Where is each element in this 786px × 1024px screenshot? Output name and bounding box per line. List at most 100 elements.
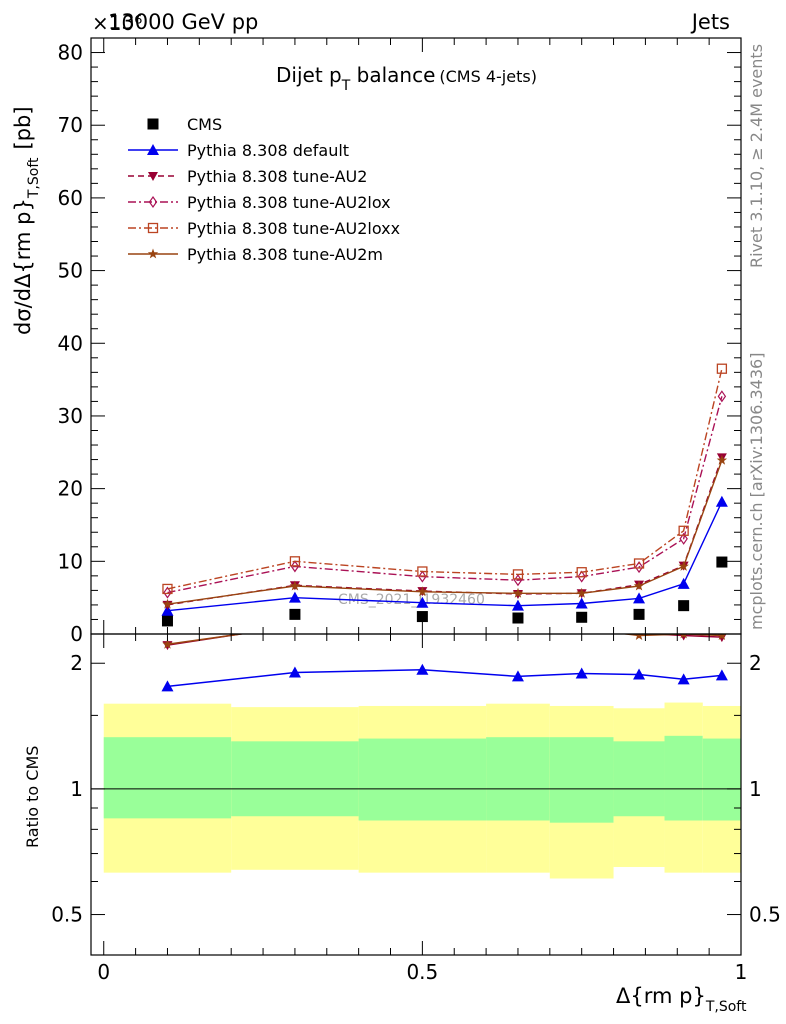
data-point	[677, 577, 690, 589]
series-line	[167, 368, 723, 590]
legend-marker	[147, 222, 159, 234]
data-point	[679, 532, 688, 545]
data-point	[418, 570, 427, 583]
ratio-point	[677, 673, 690, 685]
ratio-point	[511, 670, 524, 682]
legend: CMS Pythia 8.308 default Pythia 8.308 tune…	[128, 115, 400, 264]
ratio-point	[680, 634, 687, 639]
series-line	[167, 460, 723, 605]
ratio-frame	[90, 633, 742, 956]
data-point	[576, 611, 588, 623]
data-point	[289, 608, 301, 620]
data-point	[161, 604, 174, 616]
legend-label: Pythia 8.308 tune-AU2	[187, 167, 367, 186]
legend-label: Pythia 8.308 tune-AU2m	[187, 245, 383, 264]
data-point	[717, 390, 727, 403]
legend-marker	[148, 172, 158, 181]
data-point	[290, 560, 300, 573]
legend-item: Pythia 8.308 tune-AU2	[128, 167, 367, 186]
main-plot	[161, 363, 728, 627]
green-band-bin	[358, 738, 487, 821]
legend-item: CMS	[147, 115, 222, 134]
data-point	[416, 596, 429, 608]
y-tick-label: 20	[58, 477, 83, 501]
data-point	[162, 598, 173, 609]
series-line	[167, 396, 723, 594]
ratio-point	[161, 680, 174, 692]
legend-label: Pythia 8.308 tune-AU2loxx	[187, 219, 400, 238]
ratio-point	[416, 663, 429, 675]
ratio-point	[716, 634, 727, 640]
exponent-label: ×10⁶	[92, 11, 142, 35]
ratio-point	[288, 666, 301, 678]
data-point	[678, 560, 689, 571]
series-0	[161, 556, 728, 627]
ratio-point	[575, 667, 588, 679]
ratio-plot	[161, 634, 728, 692]
ratio-point	[162, 638, 173, 649]
data-point	[634, 561, 644, 574]
legend-marker	[147, 248, 159, 259]
data-point	[512, 569, 524, 580]
legend-label: Pythia 8.308 default	[187, 141, 349, 160]
green-band-bin	[486, 737, 550, 821]
data-point	[576, 567, 587, 578]
data-point	[512, 587, 524, 598]
x-tick-label: 1	[735, 960, 748, 984]
legend-marker	[147, 144, 159, 155]
data-point	[577, 570, 586, 583]
data-point	[633, 608, 645, 620]
data-point	[417, 566, 428, 577]
green-band-bin	[103, 737, 232, 819]
ratio-point	[715, 669, 728, 681]
y-tick-label: 80	[58, 41, 83, 65]
green-band-bin	[549, 737, 614, 823]
series-line	[167, 501, 723, 612]
y-tick-label: 60	[58, 186, 83, 210]
series-3	[163, 390, 727, 599]
legend-marker	[148, 195, 158, 209]
rivet-label: Rivet 3.1.10, ≥ 2.4M events	[747, 44, 766, 268]
process-label: Jets	[690, 10, 730, 34]
series-2	[162, 453, 727, 610]
y-tick-label: 70	[58, 113, 83, 137]
series-1	[161, 495, 728, 616]
legend-item: Pythia 8.308 default	[128, 141, 349, 160]
legend-item: Pythia 8.308 tune-AU2m	[128, 245, 383, 264]
y-tick-label: 50	[58, 259, 83, 283]
legend-marker	[147, 118, 159, 130]
ratio-series-0	[161, 663, 728, 692]
ratio-point	[634, 634, 645, 640]
ratio-y-tick-label-right: 1	[749, 777, 762, 801]
x-tick-label: 0.5	[406, 960, 438, 984]
y-tick-label: 40	[58, 331, 83, 355]
legend-label: CMS	[187, 115, 222, 134]
legend-label: Pythia 8.308 tune-AU2lox	[187, 193, 391, 212]
green-band-bin	[613, 741, 665, 817]
chart-title: Dijet pT balance (CMS 4-jets)	[276, 63, 537, 94]
data-point	[162, 583, 173, 595]
series-4	[162, 363, 728, 595]
y-tick-label: 30	[58, 404, 83, 428]
y-tick-label: 0	[70, 622, 83, 646]
ratio-line	[167, 668, 722, 688]
ratio-ylabel: Ratio to CMS	[23, 746, 42, 848]
data-point	[161, 615, 173, 627]
legend-item: Pythia 8.308 tune-AU2loxx	[128, 219, 400, 238]
data-point	[716, 556, 728, 568]
ratio-bands	[91, 702, 741, 879]
data-point	[512, 612, 524, 624]
green-band-bin	[702, 738, 741, 821]
ratio-y-tick-label: 2	[70, 651, 83, 675]
data-point	[576, 587, 587, 598]
x-axis-label: Δ{rm p}T,Soft	[616, 984, 747, 1015]
data-point	[678, 525, 689, 536]
data-point	[416, 611, 428, 623]
green-band-bin	[664, 735, 703, 821]
ratio-point	[633, 668, 646, 680]
energy-label: 13000 GeV pp	[108, 10, 258, 34]
data-point	[511, 599, 524, 611]
data-point	[716, 363, 728, 374]
ratio-y-tick-label-right: 0.5	[749, 903, 781, 927]
